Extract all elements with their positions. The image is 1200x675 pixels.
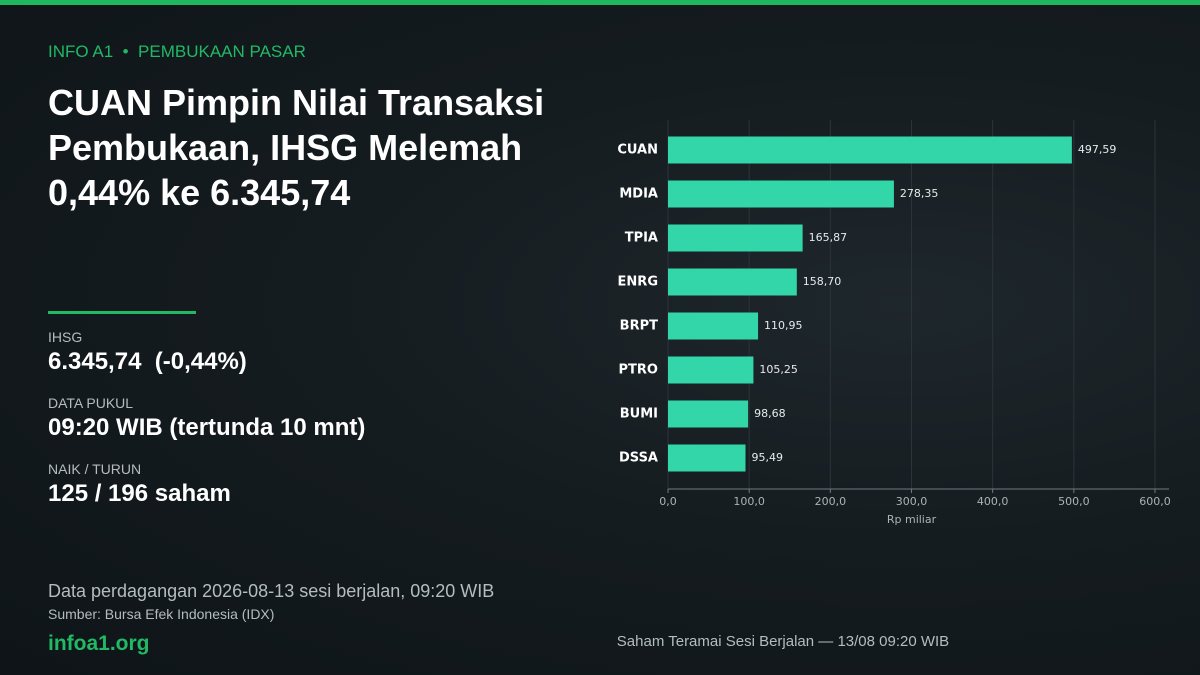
data-label: 278,35 (900, 187, 939, 200)
bar (668, 268, 797, 296)
footnote: Data perdagangan 2026-08-13 sesi berjala… (48, 581, 495, 601)
bar (668, 356, 754, 384)
top-bar (0, 0, 1200, 5)
bar (668, 444, 746, 472)
source: Sumber: Bursa Efek Indonesia (IDX) (48, 606, 275, 622)
bar (668, 180, 894, 208)
data-label: 165,87 (809, 231, 848, 244)
y-tick-label: TPIA (625, 231, 658, 246)
data-label: 158,70 (803, 275, 842, 288)
chart-caption: Saham Teramai Sesi Berjalan — 13/08 09:2… (617, 633, 949, 650)
x-tick-label: 600,0 (1139, 495, 1171, 508)
divider (48, 311, 196, 314)
x-tick-label: 400,0 (977, 495, 1009, 508)
x-axis-label: Rp miliar (887, 513, 937, 526)
bar (668, 224, 803, 252)
stat-label: IHSG (48, 329, 83, 345)
x-tick-label: 0,0 (659, 495, 677, 508)
kicker: INFO A1 • PEMBUKAAN PASAR (48, 42, 306, 61)
stat-label: DATA PUKUL (48, 395, 134, 411)
bar (668, 400, 749, 428)
y-tick-label: BRPT (620, 319, 658, 334)
x-tick-label: 200,0 (815, 495, 847, 508)
site-link: infoa1.org (48, 632, 150, 655)
stat-label: NAIK / TURUN (48, 461, 142, 477)
stat-value: 09:20 WIB (tertunda 10 mnt) (48, 414, 366, 441)
bar (668, 136, 1072, 164)
data-label: 497,59 (1078, 143, 1117, 156)
y-tick-label: DSSA (619, 451, 658, 466)
bar (668, 312, 759, 340)
data-label: 98,68 (754, 407, 786, 420)
y-tick-label: PTRO (619, 363, 658, 378)
x-tick-label: 500,0 (1058, 495, 1090, 508)
y-tick-label: ENRG (618, 275, 658, 290)
y-tick-label: CUAN (617, 143, 658, 158)
y-tick-label: BUMI (620, 407, 658, 422)
y-tick-label: MDIA (619, 187, 658, 202)
headline: CUAN Pimpin Nilai Transaksi Pembukaan, I… (48, 82, 545, 213)
stat-value: 6.345,74 (-0,44%) (48, 348, 247, 375)
data-label: 110,95 (764, 319, 803, 332)
data-label: 95,49 (752, 451, 784, 464)
x-tick-label: 300,0 (896, 495, 928, 508)
x-tick-label: 100,0 (733, 495, 765, 508)
data-label: 105,25 (759, 363, 798, 376)
stat-value: 125 / 196 saham (48, 480, 231, 507)
